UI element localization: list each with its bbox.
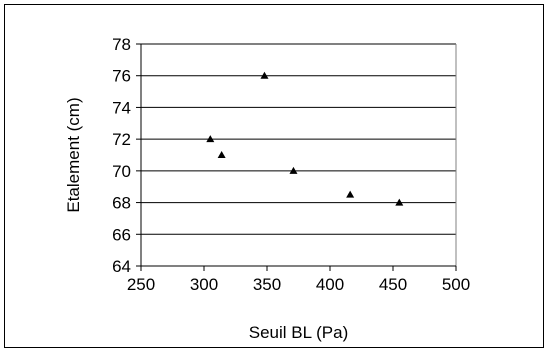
y-tick-label: 76 [112, 67, 131, 86]
data-point [260, 71, 269, 79]
y-tick-label: 78 [112, 35, 131, 54]
x-tick-label: 350 [253, 275, 281, 294]
x-tick-label: 500 [442, 275, 470, 294]
y-tick-label: 72 [112, 130, 131, 149]
y-axis-title: Etalement (cm) [64, 97, 83, 212]
y-tick-label: 68 [112, 194, 131, 213]
y-tick-label: 64 [112, 257, 131, 276]
data-points [206, 71, 404, 206]
y-tick-label: 74 [112, 98, 131, 117]
data-point [289, 166, 298, 174]
data-point [395, 198, 404, 206]
x-tick-label: 400 [316, 275, 344, 294]
gridlines [141, 43, 456, 235]
x-tick-label: 450 [379, 275, 407, 294]
axes [136, 43, 457, 271]
tick-labels: 64 66 68 70 72 74 76 78 250 300 350 400 450 500 [112, 35, 470, 294]
data-point [346, 190, 355, 198]
data-point [217, 151, 226, 158]
y-tick-label: 66 [112, 225, 131, 244]
x-tick-label: 250 [127, 275, 155, 294]
y-tick-label: 70 [112, 162, 131, 181]
chart-frame [4, 4, 544, 348]
data-point [206, 135, 215, 143]
x-axis-title: Seuil BL (Pa) [249, 323, 349, 342]
x-tick-label: 300 [190, 275, 218, 294]
